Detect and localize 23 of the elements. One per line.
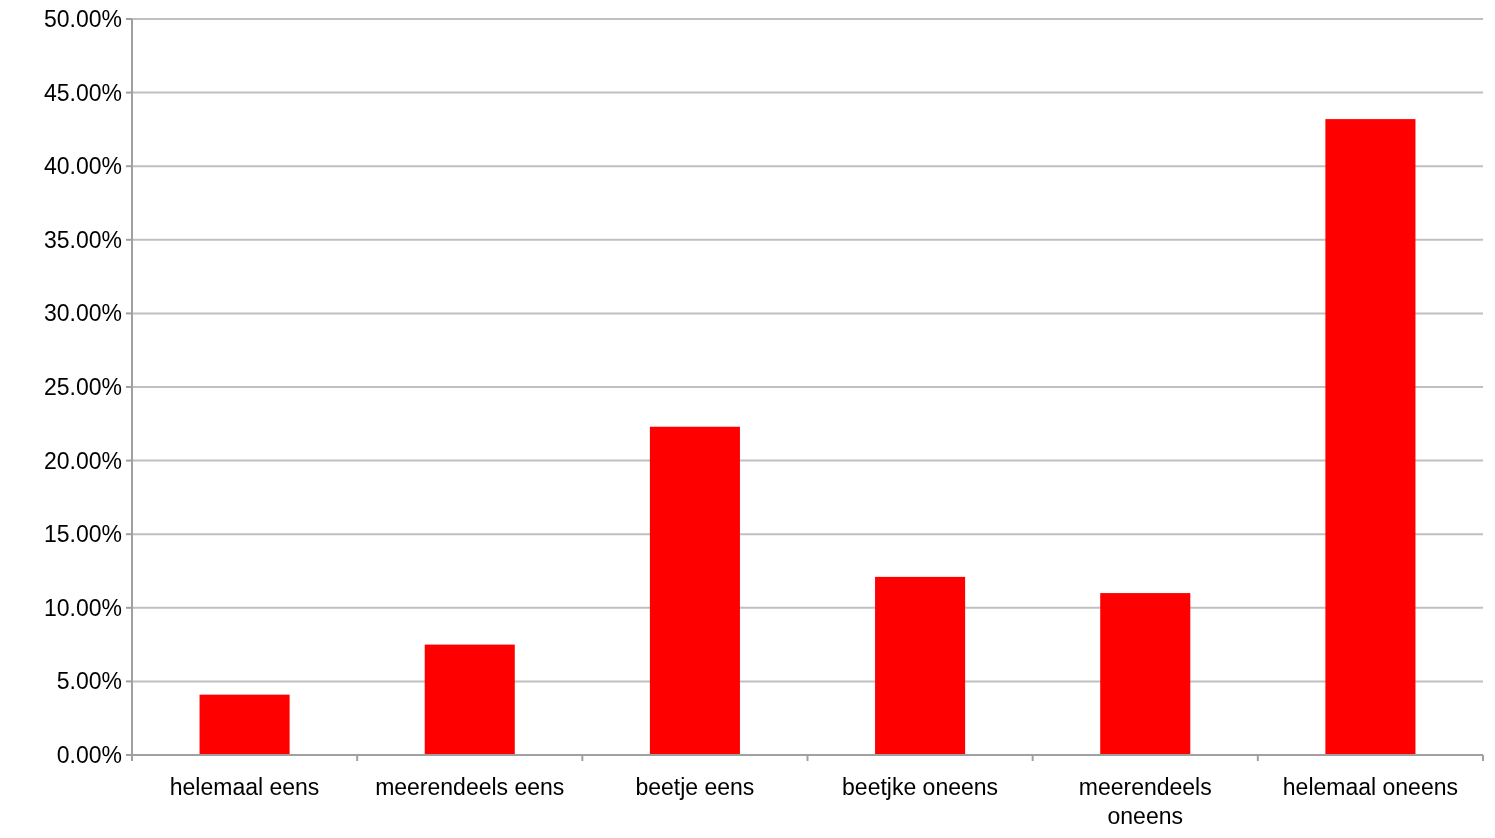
x-tick-label: helemaal oneens (1282, 774, 1459, 800)
bar (649, 426, 740, 755)
x-tick-label: helemaal eens (169, 774, 320, 800)
y-tick-label: 40.00% (43, 153, 122, 180)
bar (1100, 593, 1191, 755)
bar (424, 644, 515, 755)
x-tick-label: beetje eens (635, 774, 755, 800)
bar (1325, 119, 1416, 755)
x-tick-label: meerendeels eens (375, 774, 565, 800)
y-tick-label: 15.00% (43, 521, 122, 548)
bar (875, 576, 966, 755)
y-tick-label: 5.00% (56, 668, 122, 695)
y-tick-label: 45.00% (43, 79, 122, 106)
y-tick-label: 0.00% (56, 742, 122, 769)
y-tick-label: 50.00% (43, 6, 122, 33)
x-tick-label: meerendeels oneens (1078, 774, 1212, 829)
y-tick-label: 20.00% (43, 447, 122, 474)
y-tick-label: 25.00% (43, 374, 122, 401)
x-tick-label: beetjke oneens (842, 774, 999, 800)
y-tick-label: 10.00% (43, 594, 122, 621)
y-tick-label: 35.00% (43, 226, 122, 253)
bar (199, 694, 290, 755)
y-tick-label: 30.00% (43, 300, 122, 327)
